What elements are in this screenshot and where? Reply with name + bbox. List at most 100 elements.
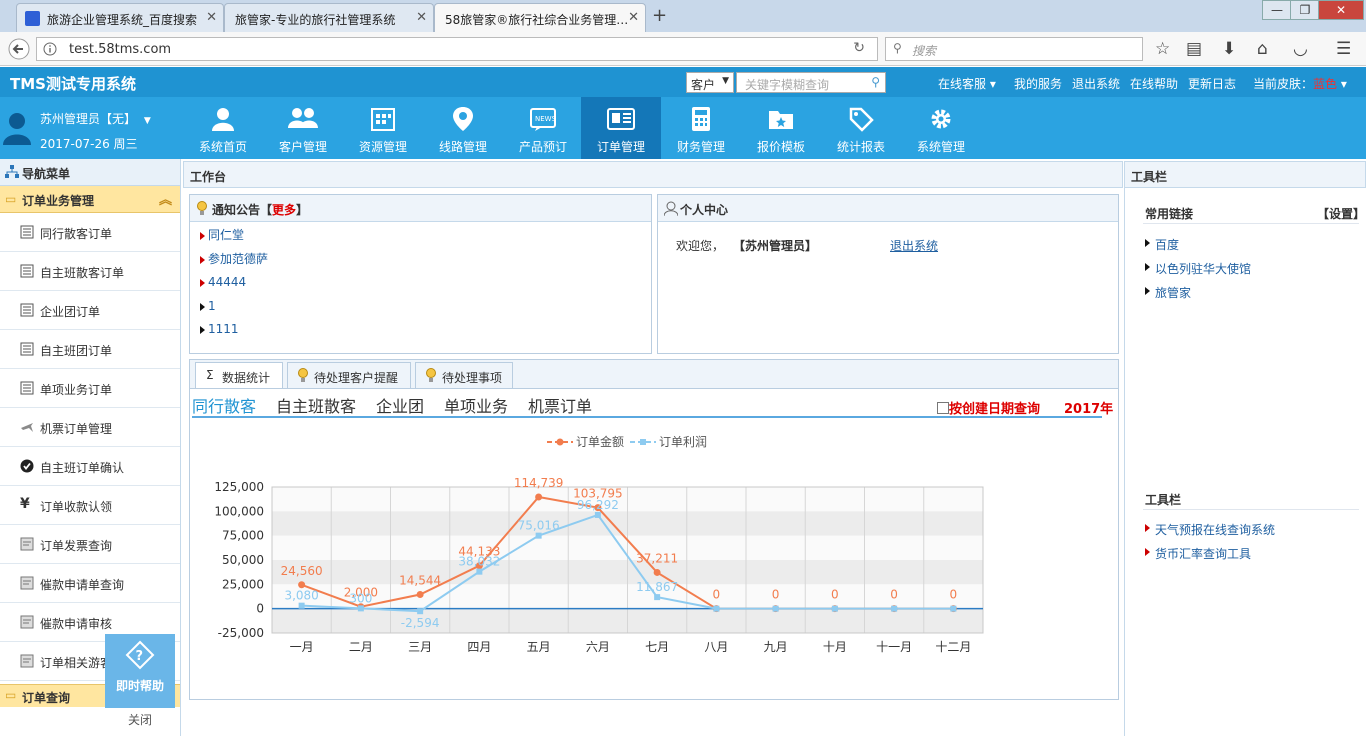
right-toolbar: 工具栏 常用链接 【设置】 百度 以色列驻华大使馆 旅管家 工具栏 天气预报在线…: [1124, 161, 1366, 736]
reload-icon[interactable]: ↻: [853, 40, 865, 56]
my-service-link[interactable]: 我的服务: [1014, 77, 1063, 91]
year-select[interactable]: 2017年: [1064, 402, 1114, 417]
notice-item[interactable]: 1111: [190, 318, 651, 342]
sidebar-item[interactable]: ¥ 订单收款认领: [0, 486, 180, 525]
menu-home[interactable]: 系统首页: [183, 97, 263, 159]
sidebar-item[interactable]: 机票订单管理: [0, 408, 180, 447]
legend-label[interactable]: 订单金额: [576, 434, 624, 449]
menu-icon[interactable]: ☰: [1336, 39, 1352, 59]
browser-tab-1[interactable]: 旅游企业管理系统_百度搜索 ✕: [16, 3, 224, 32]
url-bar[interactable]: test.58tms.com ↻: [36, 37, 878, 61]
search-type-value: 客户: [691, 78, 716, 92]
bullet-icon: [200, 326, 205, 334]
x-tick-label: 九月: [764, 640, 788, 654]
download-icon[interactable]: ⬇: [1222, 39, 1237, 59]
close-icon[interactable]: ✕: [206, 10, 217, 25]
notice-more-link[interactable]: 更多: [272, 203, 297, 217]
common-link[interactable]: 以色列驻华大使馆: [1145, 260, 1251, 277]
user-icon: [212, 108, 234, 131]
menu-customers[interactable]: 客户管理: [263, 97, 343, 159]
menu-finance[interactable]: 财务管理: [661, 97, 741, 159]
menu-booking[interactable]: NEWS 产品预订: [503, 97, 583, 159]
minimize-icon[interactable]: —: [1262, 0, 1292, 20]
category-tab-air-ticket[interactable]: 机票订单: [528, 397, 593, 416]
personal-title: 个人中心: [680, 203, 729, 217]
keyword-search-input[interactable]: 关键字模糊查询 ⚲: [736, 72, 886, 93]
logout-link[interactable]: 退出系统: [890, 239, 939, 253]
user-name[interactable]: 苏州管理员【无】 ▼: [40, 110, 151, 127]
pocket-icon[interactable]: ◡: [1293, 39, 1308, 59]
common-link[interactable]: 百度: [1145, 236, 1179, 253]
close-icon[interactable]: ✕: [416, 10, 427, 25]
skin-selector[interactable]: 当前皮肤：蓝色 ▾: [1253, 77, 1347, 91]
menu-reports[interactable]: 统计报表: [821, 97, 901, 159]
menu-orders[interactable]: 订单管理: [581, 97, 661, 159]
data-label: 0: [713, 588, 721, 602]
y-tick-label: 75,000: [222, 529, 264, 543]
sidebar-item[interactable]: 订单发票查询: [0, 525, 180, 564]
notice-item[interactable]: 1: [190, 295, 651, 319]
data-label: 11,867: [636, 580, 678, 594]
instant-help-button[interactable]: ? 即时帮助: [105, 634, 175, 708]
reading-list-icon[interactable]: ▤: [1186, 39, 1203, 59]
notice-item[interactable]: 同仁堂: [190, 224, 651, 248]
online-service-link[interactable]: 在线客服 ▾: [938, 77, 996, 91]
welcome-user: 【苏州管理员】: [733, 239, 818, 253]
notice-item[interactable]: 参加范德萨: [190, 248, 651, 272]
window-close-icon[interactable]: ✕: [1318, 0, 1364, 20]
tool-link[interactable]: 天气预报在线查询系统: [1145, 521, 1275, 538]
bookmark-star-icon[interactable]: ☆: [1155, 39, 1171, 59]
category-tab-single-service[interactable]: 单项业务: [444, 397, 509, 416]
search-type-select[interactable]: 客户 ▼: [686, 72, 734, 93]
sidebar-item[interactable]: 自主班团订单: [0, 330, 180, 369]
sidebar-item[interactable]: 催款申请审核: [0, 603, 180, 642]
sidebar-item[interactable]: 单项业务订单: [0, 369, 180, 408]
sidebar-item-label: 订单收款认领: [40, 500, 113, 514]
restore-icon[interactable]: ❐: [1290, 0, 1320, 20]
date-filter-checkbox[interactable]: [937, 402, 949, 414]
sidebar-group-order-business[interactable]: ▭ 订单业务管理 ︽: [0, 186, 180, 213]
new-tab-icon[interactable]: +: [652, 5, 668, 26]
folder-icon: ▭: [5, 192, 17, 206]
menu-routes[interactable]: 线路管理: [423, 97, 503, 159]
date-filter[interactable]: 按创建日期查询: [937, 398, 1040, 417]
changelog-link[interactable]: 更新日志: [1188, 77, 1237, 91]
menu-system[interactable]: 系统管理: [901, 97, 981, 159]
tab-pending-items[interactable]: 待处理事项: [415, 362, 513, 388]
sidebar-item[interactable]: 自主班订单确认: [0, 447, 180, 486]
tab-data-stats[interactable]: Σ 数据统计: [195, 362, 283, 388]
home-icon[interactable]: ⌂: [1257, 39, 1268, 59]
data-label: -2,594: [401, 616, 440, 630]
menu-resources[interactable]: 资源管理: [343, 97, 423, 159]
y-tick-label: -25,000: [218, 626, 264, 640]
legend-label[interactable]: 订单利润: [659, 435, 707, 449]
browser-search-input[interactable]: ⚲ 搜索: [885, 37, 1143, 61]
category-tab-self-retail[interactable]: 自主班散客: [276, 397, 357, 416]
menu-quote-templates[interactable]: 报价模板: [741, 97, 821, 159]
logout-link[interactable]: 退出系统: [1072, 77, 1121, 91]
sidebar-item[interactable]: 企业团订单: [0, 291, 180, 330]
sidebar-item[interactable]: 自主班散客订单: [0, 252, 180, 291]
tab-pending-customers[interactable]: 待处理客户提醒: [287, 362, 411, 388]
category-tab-enterprise[interactable]: 企业团: [376, 397, 425, 416]
links-settings-link[interactable]: 【设置】: [1317, 207, 1366, 221]
notice-item[interactable]: 44444: [190, 271, 651, 295]
sidebar-item[interactable]: 同行散客订单: [0, 213, 180, 252]
common-link[interactable]: 旅管家: [1145, 284, 1191, 301]
help-close-button[interactable]: 关闭: [128, 713, 153, 727]
sidebar-item[interactable]: 催款申请单查询: [0, 564, 180, 603]
chevron-double-up-icon[interactable]: ︽: [158, 193, 172, 208]
right-toolbar-title: 工具栏: [1125, 161, 1366, 188]
browser-tab-2[interactable]: 旅管家-专业的旅行社管理系统 ✕: [224, 3, 434, 32]
data-label: 300: [349, 591, 372, 605]
users-icon: [288, 108, 318, 128]
back-icon[interactable]: [8, 38, 30, 60]
app-title: TMS测试专用系统: [10, 75, 136, 93]
sidebar-item[interactable]: 订单相关游客: [0, 642, 180, 681]
close-icon[interactable]: ✕: [628, 10, 639, 25]
tool-link[interactable]: 货币汇率查询工具: [1145, 545, 1251, 562]
help-link[interactable]: 在线帮助: [1130, 77, 1179, 91]
search-icon[interactable]: ⚲: [871, 75, 880, 89]
browser-tab-3[interactable]: 58旅管家®旅行社综合业务管理… ✕: [434, 3, 646, 32]
category-tab-peer-retail[interactable]: 同行散客: [192, 397, 257, 416]
